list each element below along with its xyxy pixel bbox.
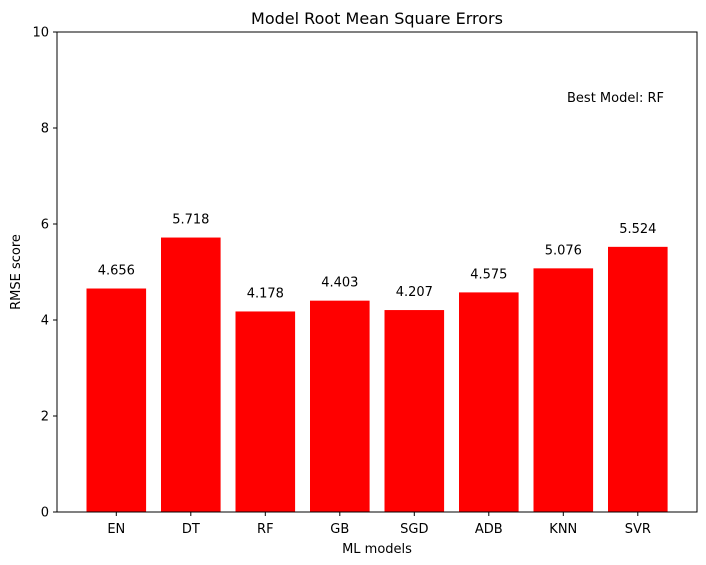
y-tick-label-6: 6 xyxy=(41,218,49,233)
bar-svr xyxy=(608,246,668,512)
bars xyxy=(86,237,668,513)
y-axis-label: RMSE score xyxy=(9,234,24,310)
bar-gb xyxy=(310,300,370,512)
x-tick-label-adb: ADB xyxy=(475,522,503,537)
bar-adb xyxy=(459,292,519,512)
x-tick-label-en: EN xyxy=(107,522,125,537)
plot-frame xyxy=(56,31,698,513)
y-tick-label-8: 8 xyxy=(41,122,49,137)
best-model-annotation: Best Model: RF xyxy=(567,91,664,106)
x-axis-ticks: EN DT RF GB SGD ADB KNN SVR xyxy=(107,512,651,537)
x-tick-label-svr: SVR xyxy=(625,522,651,537)
bar-value-label-svr: 5.524 xyxy=(619,222,656,237)
bar-value-label-en: 4.656 xyxy=(98,264,135,279)
bar-value-label-dt: 5.718 xyxy=(172,213,209,228)
x-tick-label-gb: GB xyxy=(330,522,349,537)
y-tick-label-4: 4 xyxy=(41,314,49,329)
bar-value-label-sgd: 4.207 xyxy=(396,285,433,300)
bar-knn xyxy=(533,268,594,512)
value-labels: 4.656 5.718 4.178 4.403 4.207 4.575 5.076 5.524 xyxy=(98,213,657,302)
bar-sgd xyxy=(384,310,445,512)
bar-en xyxy=(86,288,147,512)
bar-value-label-rf: 4.178 xyxy=(247,286,284,301)
x-tick-label-dt: DT xyxy=(182,522,200,537)
bar-value-label-gb: 4.403 xyxy=(321,276,358,291)
x-axis-label: ML models xyxy=(342,542,412,557)
bar-value-label-knn: 5.076 xyxy=(545,243,582,258)
bar-dt xyxy=(161,237,221,513)
x-tick-label-sgd: SGD xyxy=(400,522,428,537)
x-tick-label-rf: RF xyxy=(257,522,274,537)
y-tick-label-2: 2 xyxy=(41,410,49,425)
x-tick-label-knn: KNN xyxy=(549,522,577,537)
y-axis-ticks: 0 2 4 6 8 10 xyxy=(32,26,57,521)
bar-value-label-adb: 4.575 xyxy=(470,267,507,282)
y-tick-label-0: 0 xyxy=(41,506,49,521)
chart-title: Model Root Mean Square Errors xyxy=(251,9,503,28)
y-tick-label-10: 10 xyxy=(32,26,49,41)
bar-rf xyxy=(235,311,296,512)
